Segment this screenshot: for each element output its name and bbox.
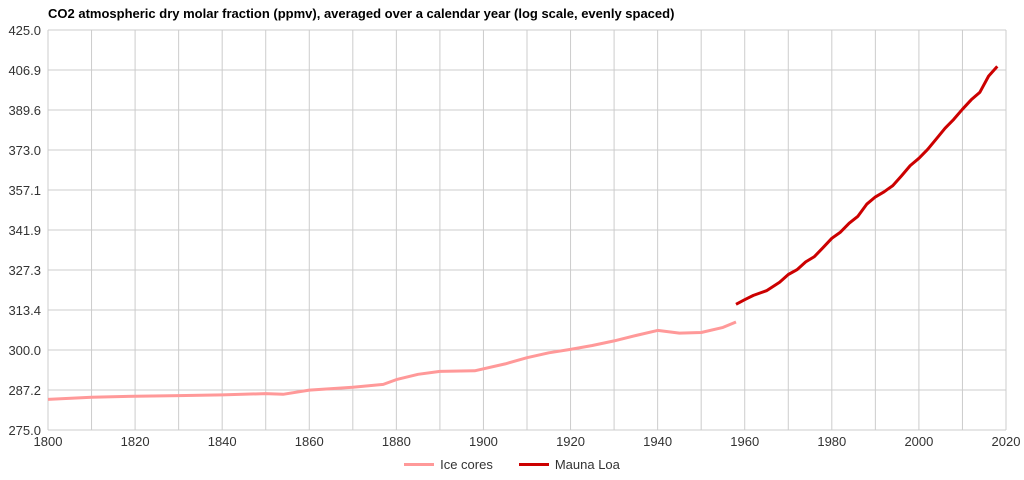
- y-tick-label: 389.6: [8, 103, 41, 118]
- y-tick-label: 327.3: [8, 263, 41, 278]
- y-tick-label: 341.9: [8, 223, 41, 238]
- y-tick-label: 406.9: [8, 63, 41, 78]
- y-tick-label: 300.0: [8, 343, 41, 358]
- mauna-loa-swatch-icon: [518, 463, 549, 466]
- x-tick-label: 1900: [469, 434, 498, 449]
- x-tick-label: 1880: [382, 434, 411, 449]
- x-tick-label: 2000: [904, 434, 933, 449]
- y-tick-label: 357.1: [8, 183, 41, 198]
- gridlines: [47, 29, 1007, 431]
- y-tick-label: 373.0: [8, 143, 41, 158]
- y-tick-label: 425.0: [8, 23, 41, 38]
- x-tick-label: 1940: [643, 434, 672, 449]
- legend-item-ice-cores[interactable]: Ice cores: [404, 457, 493, 472]
- x-tick-label: 1800: [34, 434, 63, 449]
- x-tick-label: 1860: [295, 434, 324, 449]
- chart-title: CO2 atmospheric dry molar fraction (ppmv…: [48, 6, 675, 21]
- legend-label: Ice cores: [440, 457, 493, 472]
- x-tick-label: 1960: [730, 434, 759, 449]
- series-line: [735, 65, 999, 306]
- x-tick-label: 1820: [121, 434, 150, 449]
- x-axis-ticks: 1800 1820 1840 1860 1880 1900 1920 1940 1960 1980…: [34, 434, 1021, 449]
- x-tick-label: 1980: [817, 434, 846, 449]
- x-tick-label: 2020: [992, 434, 1021, 449]
- y-tick-label: 287.2: [8, 383, 41, 398]
- data-lines: [47, 65, 999, 401]
- legend-label: Mauna Loa: [554, 457, 620, 472]
- y-tick-label: 313.4: [8, 303, 41, 318]
- legend: Ice cores Mauna Loa: [0, 457, 1024, 472]
- x-tick-label: 1920: [556, 434, 585, 449]
- y-axis-ticks: 425.0 406.9 389.6 373.0 357.1 341.9 327.3 313.4…: [8, 23, 41, 438]
- y-tick-label: 275.0: [8, 423, 41, 438]
- series-line: [47, 320, 737, 401]
- ice-cores-swatch-icon: [404, 463, 435, 466]
- legend-item-mauna-loa[interactable]: Mauna Loa: [518, 457, 620, 472]
- x-tick-label: 1840: [208, 434, 237, 449]
